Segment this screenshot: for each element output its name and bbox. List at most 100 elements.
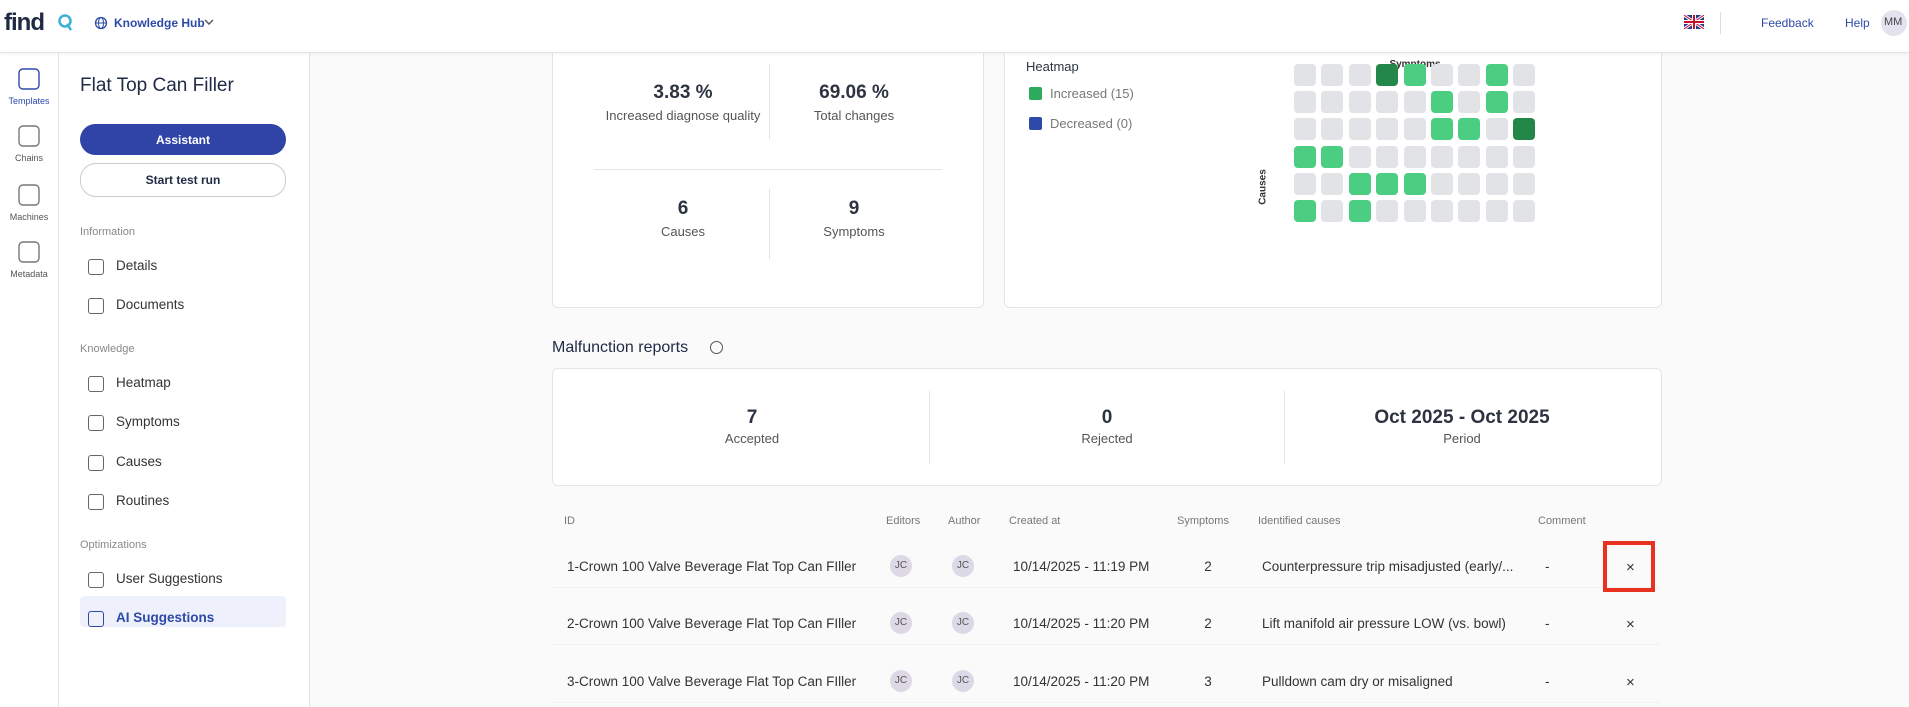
nav-item[interactable]: Heatmap	[116, 375, 171, 390]
rail-icon[interactable]	[16, 123, 42, 149]
heatmap-cell[interactable]	[1485, 145, 1508, 168]
rail-label[interactable]: Machines	[9, 212, 49, 222]
heatmap-cell[interactable]	[1294, 200, 1316, 222]
heatmap-cell[interactable]	[1348, 118, 1371, 141]
nav-item[interactable]: Routines	[116, 493, 170, 508]
heatmap-cell[interactable]	[1321, 91, 1344, 114]
heatmap-cell[interactable]	[1403, 172, 1426, 195]
heatmap-cell[interactable]	[1376, 200, 1399, 222]
rail-icon[interactable]	[16, 66, 42, 92]
stat-value: 9	[848, 198, 860, 219]
heatmap-cell[interactable]	[1513, 145, 1536, 168]
heatmap-cell[interactable]	[1458, 91, 1481, 114]
heatmap-cell[interactable]	[1485, 172, 1508, 195]
row-divider	[552, 702, 1660, 703]
rail-label[interactable]: Templates	[8, 96, 50, 106]
heatmap-cell[interactable]	[1403, 200, 1426, 222]
column-header: Editors	[886, 515, 921, 527]
rail-icon[interactable]	[16, 182, 42, 208]
heatmap-cell[interactable]	[1458, 200, 1481, 222]
heatmap-cell[interactable]	[1403, 91, 1426, 114]
heatmap-cell[interactable]	[1485, 118, 1508, 141]
heatmap-cell[interactable]	[1513, 172, 1536, 195]
heatmap-cell[interactable]	[1513, 200, 1536, 222]
heatmap-cell[interactable]	[1294, 172, 1316, 195]
heatmap-cell[interactable]	[1403, 145, 1426, 168]
top-bar: find Knowledge Hub Feedback Help MM	[0, 0, 1909, 53]
heatmap-cell[interactable]	[1513, 91, 1536, 114]
test-run-button[interactable]: Start test run	[80, 163, 286, 197]
heatmap-cell[interactable]	[1431, 64, 1453, 86]
heatmap-cell[interactable]	[1294, 64, 1316, 86]
heatmap-cell[interactable]	[1348, 200, 1371, 222]
assistant-button[interactable]: Assistant	[80, 124, 286, 155]
heatmap-cell[interactable]	[1294, 118, 1316, 141]
heatmap-cell[interactable]	[1431, 200, 1453, 222]
heatmap-cell[interactable]	[1431, 118, 1453, 141]
chevron[interactable]	[204, 18, 214, 26]
globe-icon	[94, 16, 108, 30]
heatmap-cell[interactable]	[1403, 118, 1426, 141]
heatmap-cell[interactable]	[1348, 91, 1371, 114]
logo: find	[4, 9, 45, 36]
dismiss-button[interactable]: ×	[1626, 616, 1635, 633]
stat-label: Causes	[660, 224, 706, 239]
heatmap-cell[interactable]	[1431, 145, 1453, 168]
cell: 10/14/2025 - 11:20 PM	[1013, 674, 1150, 689]
nav-item[interactable]: Documents	[116, 297, 185, 312]
heatmap-cell[interactable]	[1321, 118, 1344, 141]
row-divider	[552, 587, 1660, 588]
avatar-initials: JC	[956, 560, 970, 571]
heatmap-cell[interactable]	[1458, 64, 1481, 86]
dismiss-button[interactable]: ×	[1626, 674, 1635, 691]
heatmap-cell[interactable]	[1348, 64, 1371, 86]
heatmap-cell[interactable]	[1431, 91, 1453, 114]
column-header: Symptoms	[1177, 515, 1229, 527]
heatmap-cell[interactable]	[1376, 118, 1399, 141]
heatmap-cell[interactable]	[1376, 145, 1399, 168]
heatmap-cell[interactable]	[1294, 91, 1316, 114]
nav-item[interactable]: Details	[116, 258, 158, 273]
heatmap-cell[interactable]	[1321, 145, 1344, 168]
heatmap-cell[interactable]	[1376, 172, 1399, 195]
cell[interactable]: 3-Crown 100 Valve Beverage Flat Top Can …	[567, 674, 857, 689]
cell[interactable]: 2-Crown 100 Valve Beverage Flat Top Can …	[567, 616, 857, 631]
hub-selector[interactable]: Knowledge Hub	[114, 16, 205, 30]
heatmap-cell[interactable]	[1458, 172, 1481, 195]
rail-icon[interactable]	[16, 239, 42, 265]
nav-item[interactable]: Causes	[116, 454, 162, 469]
heatmap-cell[interactable]	[1485, 64, 1508, 86]
stat-value: 6	[677, 198, 689, 219]
heatmap-cell[interactable]	[1458, 145, 1481, 168]
rail-label[interactable]: Metadata	[10, 269, 48, 279]
heatmap-cell[interactable]	[1431, 172, 1453, 195]
cell[interactable]: 1-Crown 100 Valve Beverage Flat Top Can …	[567, 559, 857, 574]
dismiss-button[interactable]: ×	[1626, 559, 1635, 576]
heatmap-cell[interactable]	[1513, 64, 1536, 86]
flag-uk[interactable]	[1684, 15, 1704, 29]
avatar[interactable]	[1881, 10, 1907, 36]
nav-item[interactable]: AI Suggestions	[116, 610, 215, 625]
heatmap-cell[interactable]	[1485, 91, 1508, 114]
nav-item[interactable]: User Suggestions	[116, 571, 223, 586]
heatmap-cell[interactable]	[1403, 64, 1426, 86]
heatmap-cell[interactable]	[1513, 118, 1536, 141]
heatmap-cell[interactable]	[1376, 91, 1399, 114]
heatmap-cell[interactable]	[1294, 145, 1316, 168]
heatmap-cell[interactable]	[1348, 172, 1371, 195]
feedback-link[interactable]: Feedback	[1761, 16, 1814, 30]
heatmap-cell[interactable]	[1458, 118, 1481, 141]
sidebar: Flat Top Can Filler Assistant Start test r…	[59, 53, 310, 707]
avatar-initials: JC	[894, 675, 908, 686]
heatmap-cell[interactable]	[1376, 64, 1399, 86]
heatmap-cell[interactable]	[1348, 145, 1371, 168]
heatmap-cell[interactable]	[1321, 172, 1344, 195]
nav-item[interactable]: Symptoms	[116, 414, 180, 429]
legend-label: Decreased (0)	[1050, 116, 1133, 131]
heatmap-cell[interactable]	[1485, 200, 1508, 222]
rail-label[interactable]: Chains	[14, 153, 44, 163]
help-link[interactable]: Help	[1845, 16, 1870, 30]
heatmap-cell[interactable]	[1321, 200, 1344, 222]
column-header: Author	[948, 515, 981, 527]
heatmap-cell[interactable]	[1321, 64, 1344, 86]
